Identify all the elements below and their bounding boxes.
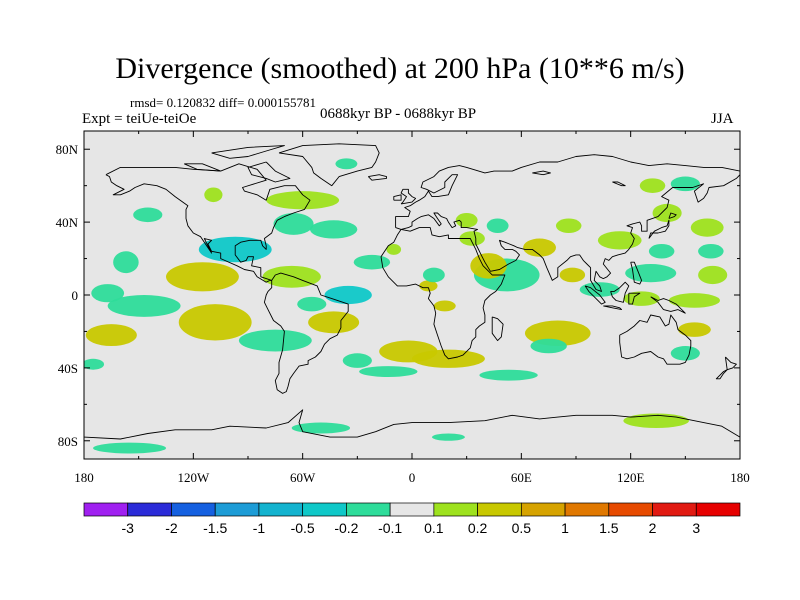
anomaly-patch [523, 239, 556, 257]
anomaly-patch [93, 443, 166, 454]
lat-tick-label: 0 [72, 288, 79, 303]
anomaly-patch [274, 213, 314, 235]
anomaly-patch [598, 231, 642, 249]
anomaly-patch [308, 311, 359, 333]
anomaly-patch [678, 322, 711, 337]
anomaly-patch [698, 244, 724, 259]
colorbar-swatch [84, 503, 128, 516]
lon-tick-label: 60E [511, 470, 532, 485]
anomaly-patch [487, 218, 509, 233]
colorbar-swatch [521, 503, 565, 516]
anomaly-patch [698, 266, 727, 284]
anomaly-patch [239, 330, 312, 352]
anomaly-patch [335, 158, 357, 169]
colorbar-swatch [171, 503, 215, 516]
colorbar-swatch [215, 503, 259, 516]
colorbar-label: 1 [561, 520, 569, 536]
anomaly-patch [669, 293, 720, 308]
anomaly-patch [359, 366, 417, 377]
anomaly-patch [354, 255, 390, 270]
lon-tick-label: 180 [74, 470, 94, 485]
anomaly-patch [640, 178, 666, 193]
colorbar-label: 2 [649, 520, 657, 536]
colorbar-label: 1.5 [599, 520, 619, 536]
anomaly-patch [530, 339, 566, 354]
anomaly-patch [560, 268, 586, 283]
colorbar-swatch [696, 503, 740, 516]
anomaly-patch [204, 187, 222, 202]
anomaly-patch [292, 423, 350, 434]
colorbar-swatch [390, 503, 434, 516]
lon-tick-label: 180 [730, 470, 750, 485]
anomaly-patch [133, 208, 162, 223]
anomaly-patch [432, 433, 465, 440]
lat-tick-label: 40S [58, 361, 78, 376]
lat-tick-label: 40N [56, 215, 79, 230]
colorbar-label: -0.2 [334, 520, 358, 536]
colorbar-swatch [478, 503, 522, 516]
anomaly-patch [691, 218, 724, 236]
colorbar-swatch [565, 503, 609, 516]
colorbar-swatch [259, 503, 303, 516]
colorbar-label: -1 [253, 520, 266, 536]
anomaly-patch [266, 191, 339, 209]
lon-tick-label: 120E [617, 470, 645, 485]
anomaly-patch [434, 300, 456, 311]
anomaly-patch [325, 286, 372, 304]
anomaly-patch [86, 324, 137, 346]
anomaly-patch [649, 244, 675, 259]
colorbar-label: -3 [122, 520, 135, 536]
colorbar-label: 3 [692, 520, 700, 536]
anomaly-patch [113, 251, 139, 273]
lat-tick-label: 80S [58, 434, 78, 449]
colorbar-swatch [303, 503, 347, 516]
colorbar-label: -0.1 [378, 520, 402, 536]
colorbar: -3 -2 -1.5 -1 -0.5 -0.2 -0.1 0.1 0.2 0.5 1 1.5 2 3 [84, 503, 740, 536]
anomaly-patch [297, 297, 326, 312]
colorbar-label: -2 [165, 520, 178, 536]
colorbar-swatch [609, 503, 653, 516]
colorbar-label: 0.1 [424, 520, 444, 536]
anomaly-patch [310, 220, 357, 238]
colorbar-label: 0.5 [512, 520, 532, 536]
lat-tick-label: 80N [56, 142, 79, 157]
colorbar-label: 0.2 [468, 520, 488, 536]
colorbar-label: -0.5 [291, 520, 315, 536]
anomaly-patch [108, 295, 181, 317]
anomaly-patch [343, 353, 372, 368]
anomaly-patch [671, 177, 700, 192]
colorbar-swatch [346, 503, 390, 516]
anomaly-patch [423, 268, 445, 283]
colorbar-swatch [434, 503, 478, 516]
divergence-map: 80N40N040S80S180 120W 60W 0 60E 120E 180 -3 -2-… [0, 0, 800, 600]
colorbar-swatch [128, 503, 172, 516]
anomaly-patch [671, 346, 700, 361]
colorbar-swatch [653, 503, 697, 516]
anomaly-patch [556, 218, 582, 233]
colorbar-label: -1.5 [203, 520, 227, 536]
anomaly-patch [166, 262, 239, 291]
lon-tick-label: 0 [409, 470, 416, 485]
lon-tick-label: 60W [290, 470, 316, 485]
lon-tick-label: 120W [177, 470, 210, 485]
anomaly-patch [179, 304, 252, 340]
anomaly-patch [479, 370, 537, 381]
